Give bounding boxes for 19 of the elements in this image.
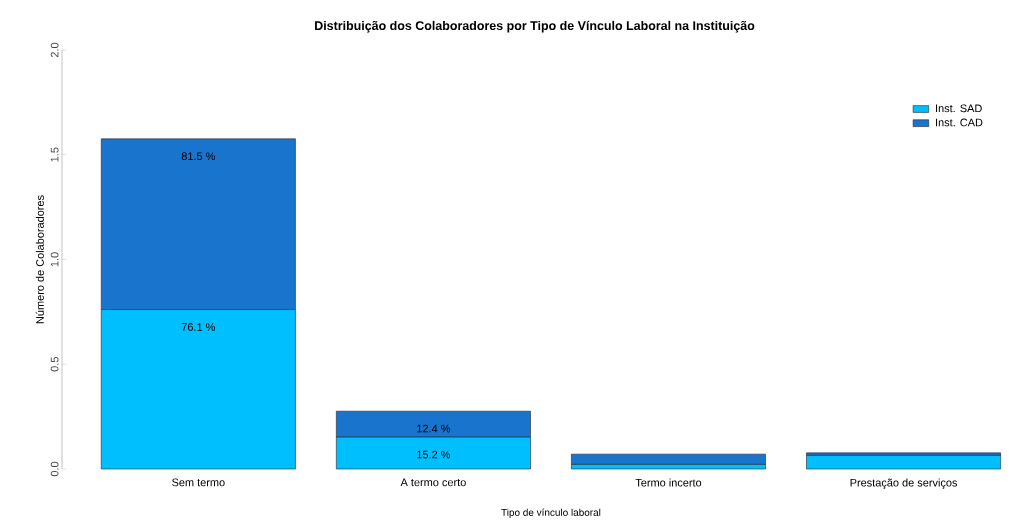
x-tick-label: A termo certo [400, 478, 466, 487]
x-tick-label: Prestação de serviços [850, 478, 958, 489]
x-axis-title: Tipo de vínculo laboral [501, 508, 601, 518]
data-label: 81.5 % [181, 152, 215, 161]
y-tick-label: 1.0 [50, 252, 59, 267]
data-label: 12.4 % [417, 424, 451, 433]
legend-label: Inst. CAD [936, 118, 983, 127]
y-axis-title: Número de Colaboradores [35, 195, 44, 324]
data-label: 15.2 % [417, 450, 451, 459]
y-tick-label: 0.0 [50, 461, 59, 477]
y-tick-label: 1.5 [50, 147, 59, 162]
legend-label: Inst. SAD [936, 104, 982, 113]
chart-title: Distribuição dos Colaboradores por Tipo de Vínculo Laboral na Instituição [315, 20, 755, 33]
bar [806, 455, 1001, 470]
y-tick-label: 0.5 [50, 357, 59, 372]
x-tick-label: Termo incerto [635, 478, 702, 487]
y-tick-label: 2.0 [50, 42, 59, 58]
x-tick-label: Sem termo [172, 478, 225, 487]
data-label: 76.1 % [181, 323, 215, 331]
